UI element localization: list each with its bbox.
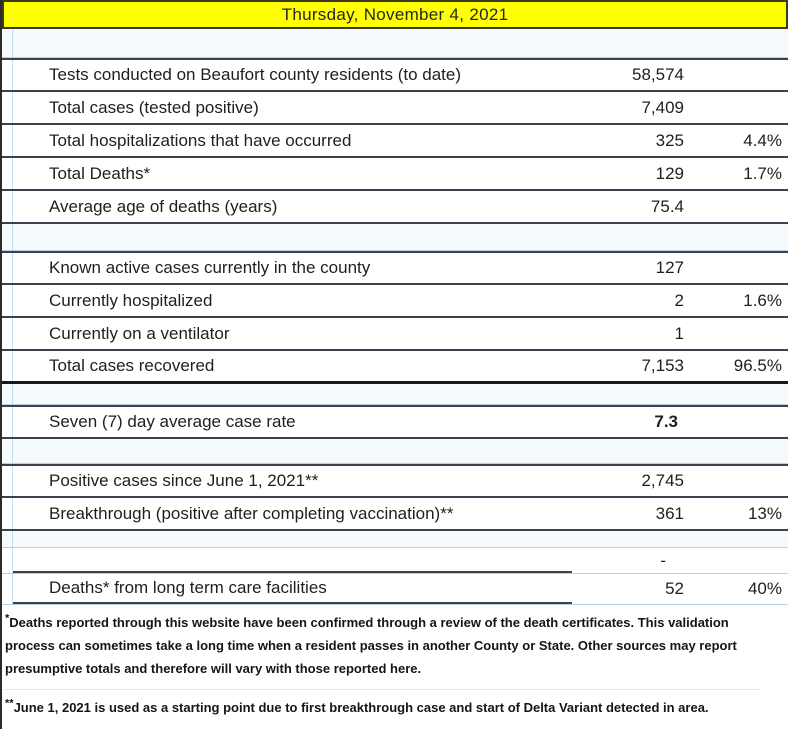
row-percent bbox=[692, 548, 788, 573]
row-left-margin-cell bbox=[2, 191, 13, 222]
row-left-margin-cell bbox=[2, 531, 13, 547]
row-percent bbox=[692, 466, 788, 496]
table-row: Total Deaths* 129 1.7% bbox=[2, 158, 788, 191]
row-percent bbox=[692, 253, 788, 283]
row-percent: 40% bbox=[747, 579, 782, 598]
table-row: Average age of deaths (years) 75.4 bbox=[2, 191, 788, 224]
row-label: Deaths* from long term care facilities bbox=[13, 574, 572, 604]
row-label: Currently on a ventilator bbox=[49, 323, 230, 343]
row-value: - bbox=[660, 550, 666, 570]
row-label: Total hospitalizations that have occurre… bbox=[49, 130, 352, 150]
row-left-margin-cell bbox=[2, 92, 13, 123]
spacer-row bbox=[2, 384, 788, 405]
row-value: 7,153 bbox=[641, 356, 684, 375]
row-percent bbox=[692, 407, 788, 437]
row-left-margin-cell bbox=[2, 318, 13, 349]
row-percent: 96.5% bbox=[733, 356, 782, 375]
row-value: 58,574 bbox=[632, 65, 684, 84]
table-row: Known active cases currently in the coun… bbox=[2, 251, 788, 285]
row-left-margin-cell bbox=[2, 253, 13, 283]
table-row: Deaths* from long term care facilities 52… bbox=[2, 574, 788, 605]
row-left-margin-cell bbox=[2, 60, 13, 90]
row-label: Currently hospitalized bbox=[49, 290, 213, 310]
row-percent: 1.7% bbox=[743, 163, 782, 183]
row-label: Seven (7) day average case rate bbox=[49, 412, 296, 431]
row-label: Total Deaths* bbox=[49, 163, 151, 183]
row-left-margin-cell bbox=[2, 158, 13, 189]
row-value: 129 bbox=[655, 163, 684, 183]
row-left-margin-cell bbox=[2, 29, 13, 57]
row-value: 2,745 bbox=[641, 471, 684, 490]
row-value: 52 bbox=[665, 579, 684, 598]
row-left-margin-cell bbox=[2, 125, 13, 156]
title-bar: Thursday, November 4, 2021 bbox=[2, 0, 788, 29]
row-left-margin-cell bbox=[2, 548, 13, 573]
row-value: 325 bbox=[655, 130, 684, 150]
row-left-margin-cell bbox=[2, 466, 13, 496]
footnote-text: June 1, 2021 is used as a starting point… bbox=[13, 700, 709, 715]
row-left-margin-cell bbox=[2, 439, 13, 463]
row-label: Tests conducted on Beaufort county resid… bbox=[49, 65, 462, 84]
row-label: Total cases recovered bbox=[49, 356, 215, 375]
row-percent bbox=[692, 318, 788, 349]
footnote-june-start: **June 1, 2021 is used as a starting poi… bbox=[5, 689, 761, 719]
row-percent bbox=[692, 60, 788, 90]
row-percent bbox=[692, 92, 788, 123]
row-label: Breakthrough (positive after completing … bbox=[49, 503, 454, 523]
footnote-text: Deaths reported through this website hav… bbox=[5, 615, 737, 676]
report-date-title: Thursday, November 4, 2021 bbox=[281, 4, 509, 24]
row-left-margin-cell bbox=[2, 224, 13, 250]
row-value: 1 bbox=[674, 323, 684, 343]
row-percent: 1.6% bbox=[743, 290, 782, 310]
row-left-margin-cell bbox=[2, 498, 13, 529]
row-value: 7,409 bbox=[641, 97, 684, 117]
table-row: Positive cases since June 1, 2021** 2,745 bbox=[2, 464, 788, 498]
spacer-row bbox=[2, 439, 788, 464]
table-row: Total hospitalizations that have occurre… bbox=[2, 125, 788, 158]
footnote-marker: ** bbox=[5, 697, 14, 710]
row-label: Positive cases since June 1, 2021** bbox=[49, 471, 319, 490]
row-value: 127 bbox=[655, 258, 684, 277]
report-table: Tests conducted on Beaufort county resid… bbox=[2, 29, 788, 605]
table-row: - bbox=[2, 548, 788, 574]
row-percent: 13% bbox=[747, 503, 782, 523]
row-left-margin-cell bbox=[2, 351, 13, 381]
spacer-row bbox=[2, 29, 788, 58]
table-row: Seven (7) day average case rate 7.3 bbox=[2, 405, 788, 439]
row-value: 2 bbox=[674, 290, 684, 310]
row-label: Known active cases currently in the coun… bbox=[49, 258, 371, 277]
table-row: Total cases recovered 7,153 96.5% bbox=[2, 351, 788, 384]
table-row: Breakthrough (positive after completing … bbox=[2, 498, 788, 531]
table-row: Total cases (tested positive) 7,409 bbox=[2, 92, 788, 125]
spacer-row bbox=[2, 224, 788, 251]
spacer-row bbox=[2, 531, 788, 548]
row-value: 7.3 bbox=[654, 412, 678, 431]
row-percent: 4.4% bbox=[743, 130, 782, 150]
row-value: 75.4 bbox=[650, 196, 684, 216]
row-value: 361 bbox=[655, 503, 684, 523]
row-label: Total cases (tested positive) bbox=[49, 97, 259, 117]
row-percent bbox=[692, 191, 788, 222]
footnote-marker: * bbox=[5, 612, 10, 625]
row-left-margin-cell bbox=[2, 384, 13, 404]
row-left-margin-cell bbox=[2, 285, 13, 316]
table-row: Currently on a ventilator 1 bbox=[2, 318, 788, 351]
row-label bbox=[13, 548, 572, 573]
table-row: Currently hospitalized 2 1.6% bbox=[2, 285, 788, 318]
row-left-margin-cell bbox=[2, 407, 13, 437]
row-left-margin-cell bbox=[2, 574, 13, 604]
table-row: Tests conducted on Beaufort county resid… bbox=[2, 58, 788, 92]
row-label: Average age of deaths (years) bbox=[49, 196, 278, 216]
footnotes-section: *Deaths reported through this website ha… bbox=[2, 611, 788, 725]
footnote-deaths: *Deaths reported through this website ha… bbox=[5, 611, 761, 680]
